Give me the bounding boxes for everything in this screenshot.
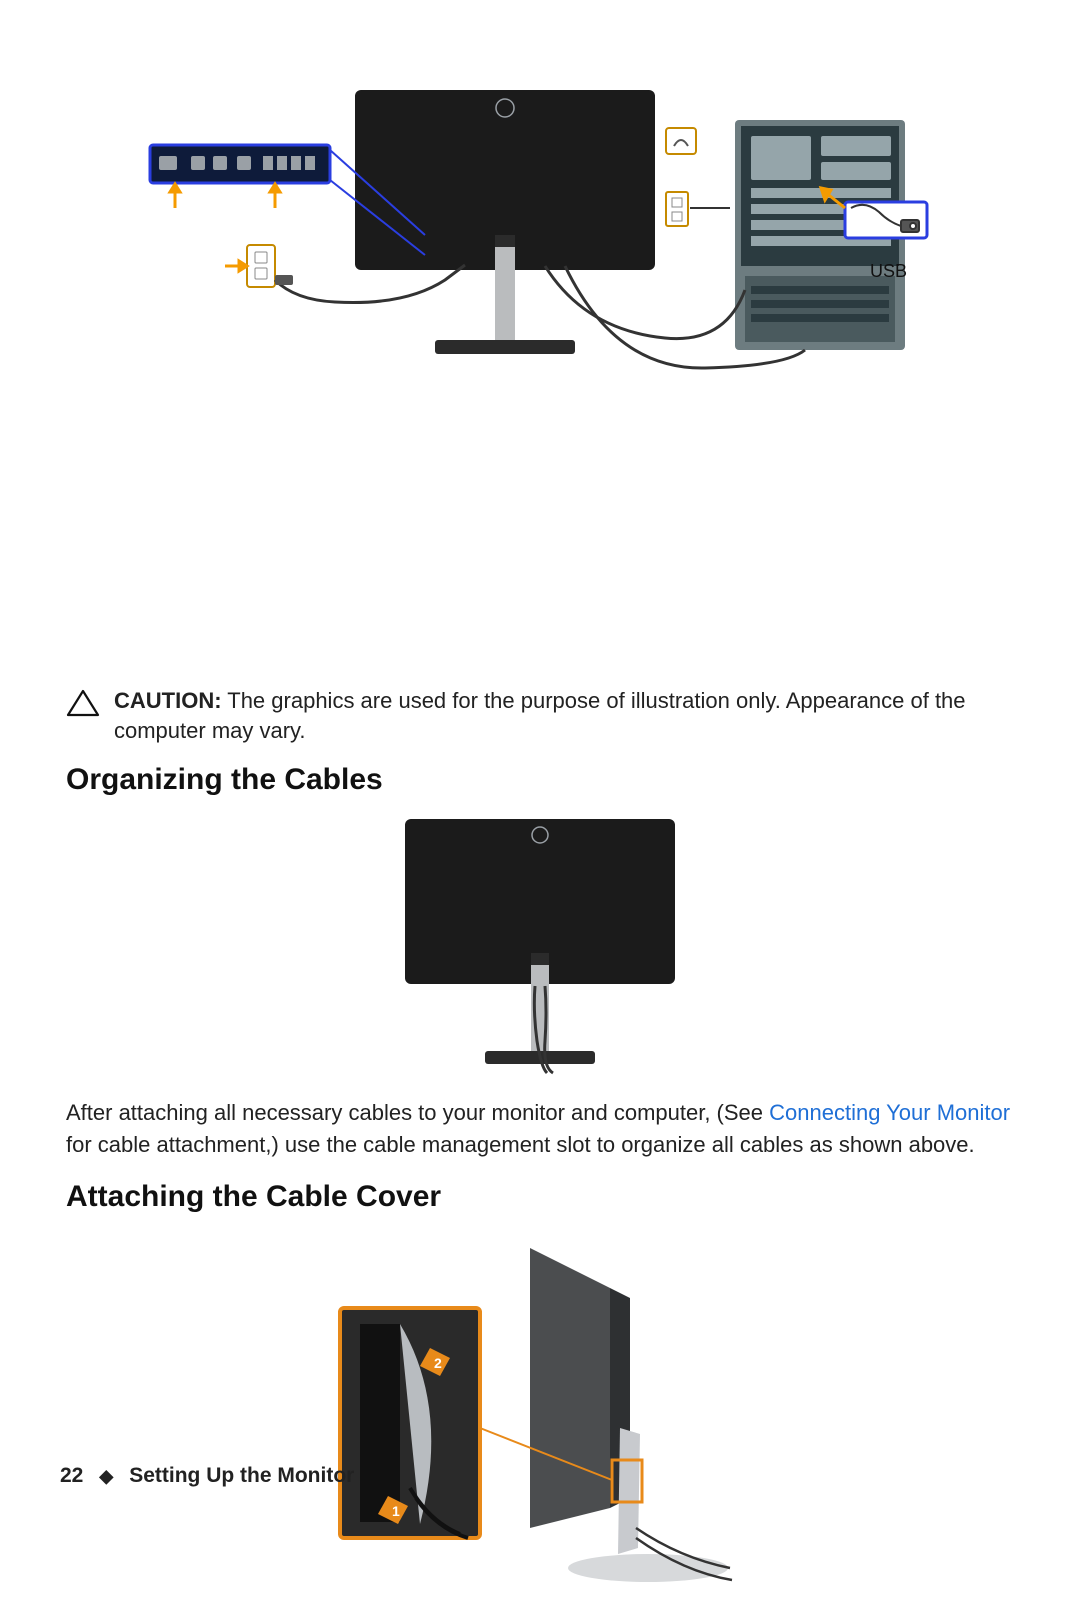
link-connecting-your-monitor[interactable]: Connecting Your Monitor	[769, 1100, 1010, 1125]
para-pre-link: After attaching all necessary cables to …	[66, 1100, 769, 1125]
footer-separator-icon: ◆	[99, 1466, 113, 1487]
attaching-diagram-svg: 2 1	[300, 1228, 780, 1598]
figure-organizing	[60, 811, 1020, 1081]
caution-triangle-icon	[66, 688, 100, 718]
heading-attaching-cable-cover: Attaching the Cable Cover	[66, 1180, 1014, 1214]
caution-body: The graphics are used for the purpose of…	[114, 688, 966, 743]
organizing-paragraph: After attaching all necessary cables to …	[66, 1097, 1014, 1159]
page-footer: 22 ◆ Setting Up the Monitor	[60, 1464, 354, 1488]
caution-text: CAUTION: The graphics are used for the p…	[114, 686, 1014, 745]
connection-diagram-svg	[145, 80, 935, 370]
svg-text:1: 1	[392, 1503, 400, 1519]
organizing-diagram-svg	[395, 811, 685, 1081]
para-post-link: for cable attachment,) use the cable man…	[66, 1132, 975, 1157]
figure-attaching: 2 1	[60, 1228, 1020, 1598]
figure-connection	[60, 80, 1020, 370]
heading-organizing-cables: Organizing the Cables	[66, 763, 1014, 797]
svg-text:2: 2	[434, 1355, 442, 1371]
caution-note: CAUTION: The graphics are used for the p…	[66, 686, 1014, 745]
page-number: 22	[60, 1464, 83, 1488]
chapter-title: Setting Up the Monitor	[129, 1464, 354, 1488]
caution-label: CAUTION:	[114, 688, 222, 713]
